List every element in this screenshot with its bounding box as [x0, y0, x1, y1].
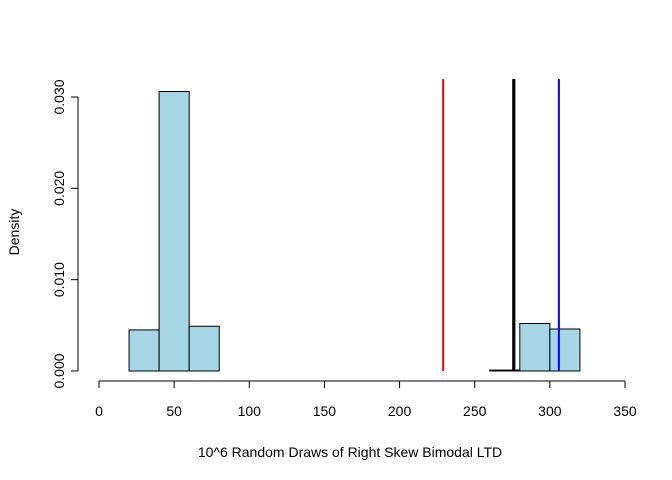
histogram-bar: [188, 325, 220, 372]
x-tick-label: 0: [95, 403, 103, 419]
histogram-bar: [128, 329, 160, 372]
histogram-bar: [158, 91, 190, 372]
y-tick-label: 0.030: [51, 79, 67, 114]
y-tick-label: 0.010: [51, 262, 67, 297]
y-axis-title: Density: [6, 209, 22, 256]
y-tick-label: 0.020: [51, 171, 67, 206]
histogram-bar: [519, 323, 551, 372]
y-tick-label: 0.000: [51, 353, 67, 388]
x-tick-label: 300: [538, 403, 562, 419]
x-tick-label: 250: [463, 403, 487, 419]
x-tick-label: 50: [166, 403, 182, 419]
x-tick-label: 100: [238, 403, 262, 419]
x-tick-label: 200: [388, 403, 412, 419]
x-axis-title: 10^6 Random Draws of Right Skew Bimodal …: [198, 444, 502, 460]
histogram-bar: [549, 328, 581, 372]
x-axis: 0 50 100 150 200 250 300 350: [95, 380, 637, 419]
y-axis: 0.000 0.010 0.020 0.030: [51, 79, 79, 389]
x-tick-label: 150: [313, 403, 337, 419]
x-tick-label: 350: [613, 403, 637, 419]
reference-lines: [442, 79, 560, 371]
histogram-bars: [128, 91, 581, 372]
